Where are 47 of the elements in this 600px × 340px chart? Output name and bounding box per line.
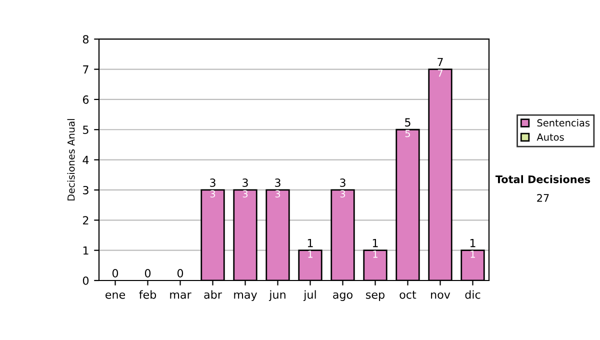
data-label: 3 [340, 190, 346, 198]
total-label: 0 [177, 269, 184, 278]
x-tick-label: ago [333, 292, 352, 301]
x-tick-label: sep [366, 292, 384, 301]
y-tick-label: 4 [82, 156, 89, 164]
legend-label: Autos [536, 134, 564, 141]
total-label: 3 [242, 178, 248, 187]
x-tick-label: nov [431, 292, 450, 299]
data-label: 1 [470, 250, 475, 258]
total-label: 0 [144, 269, 151, 278]
data-label: 3 [242, 190, 248, 198]
data-label: 7 [438, 70, 443, 77]
y-tick-label: 8 [82, 35, 89, 44]
y-axis-title: Decisiones Anual [67, 119, 75, 200]
x-tick-label: may [234, 292, 258, 301]
text: Total Decisiones [495, 175, 590, 184]
total-label: 5 [405, 118, 410, 127]
data-label: 5 [405, 130, 410, 138]
total-label: 1 [470, 239, 476, 248]
x-tick-label: jul [303, 290, 316, 301]
y-tick-label: 0 [82, 276, 89, 285]
y-tick-label: 7 [83, 65, 88, 74]
y-tick-label: 3 [83, 186, 88, 194]
x-tick-label: mar [170, 292, 192, 299]
y-tick-label: 2 [83, 216, 88, 224]
legend-label: Sentencias [537, 118, 590, 127]
total-label: 1 [308, 239, 313, 248]
y-tick-label: 6 [82, 95, 89, 104]
data-label: 1 [308, 250, 312, 258]
data-label: 3 [210, 190, 216, 198]
x-tick-label: jun [268, 290, 286, 301]
text: 27 [537, 194, 549, 202]
total-label: 3 [340, 178, 346, 187]
y-tick-label: 5 [83, 126, 88, 134]
data-label: 3 [275, 190, 280, 198]
total-label: 1 [372, 239, 378, 248]
x-tick-label: oct [400, 290, 416, 299]
x-tick-label: dic [465, 290, 480, 299]
x-tick-label: feb [139, 290, 156, 299]
data-label: 1 [373, 250, 378, 258]
total-label: 3 [210, 178, 216, 187]
total-label: 0 [112, 269, 118, 278]
y-tick-label: 1 [83, 246, 88, 255]
total-label: 3 [275, 178, 280, 187]
total-label: 7 [438, 58, 443, 66]
x-tick-label: abr [204, 290, 222, 299]
x-tick-label: ene [106, 292, 126, 299]
